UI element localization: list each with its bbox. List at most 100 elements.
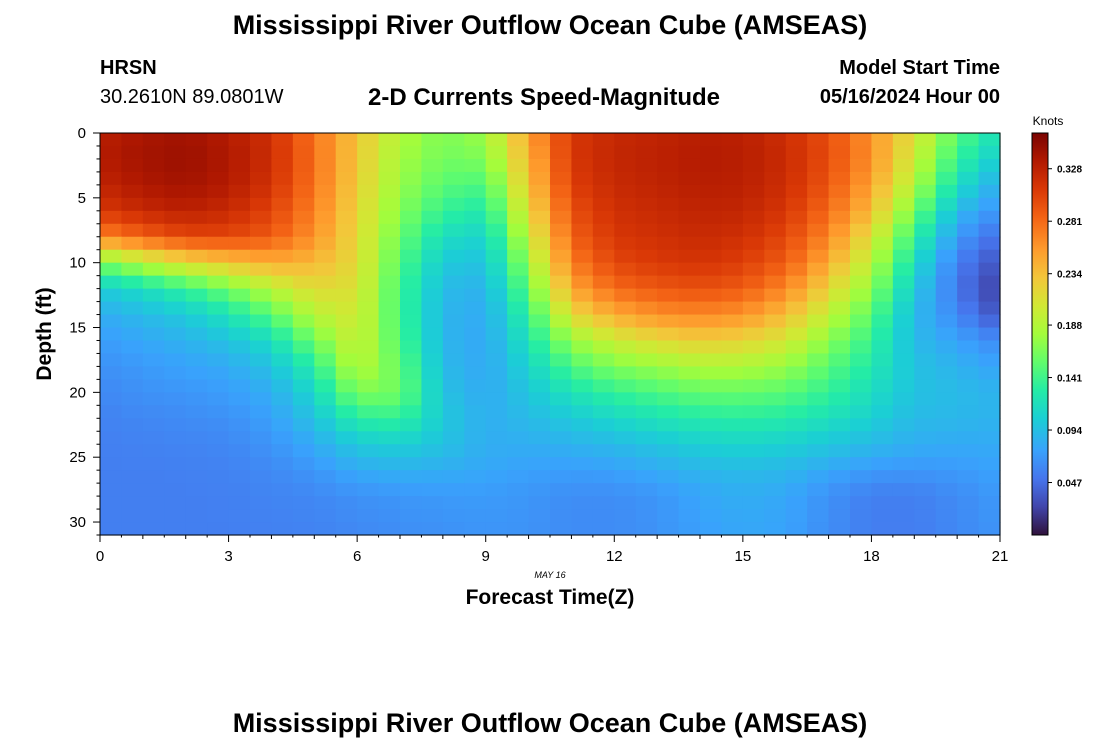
heatmap-cell bbox=[850, 496, 873, 510]
date-label: MAY 16 bbox=[534, 570, 565, 580]
heatmap-cell bbox=[335, 340, 358, 355]
heatmap-cell bbox=[357, 457, 380, 471]
heatmap-cell bbox=[571, 470, 594, 484]
heatmap-cell bbox=[292, 379, 315, 393]
heatmap-cell bbox=[635, 444, 658, 458]
heatmap-cell bbox=[635, 522, 658, 536]
heatmap-cell bbox=[121, 418, 144, 432]
heatmap-cell bbox=[228, 496, 251, 510]
heatmap-cell bbox=[185, 392, 208, 406]
heatmap-cell bbox=[892, 405, 915, 419]
heatmap-cell bbox=[185, 353, 208, 368]
heatmap-cell bbox=[357, 314, 380, 329]
heatmap-cell bbox=[271, 496, 294, 510]
heatmap-cell bbox=[314, 158, 337, 173]
heatmap-cell bbox=[400, 496, 423, 510]
heatmap-cell bbox=[142, 457, 165, 471]
heatmap-cell bbox=[914, 405, 937, 419]
heatmap-cell bbox=[807, 405, 830, 419]
heatmap-cell bbox=[764, 392, 787, 406]
heatmap-cell bbox=[442, 405, 465, 419]
heatmap-cell bbox=[700, 236, 723, 251]
heatmap-cell bbox=[785, 236, 808, 251]
heatmap-cell bbox=[378, 197, 401, 212]
heatmap-cell bbox=[528, 262, 551, 277]
heatmap-cell bbox=[121, 133, 144, 147]
heatmap-cell bbox=[807, 483, 830, 497]
heatmap-cell bbox=[314, 184, 337, 199]
heatmap-cell bbox=[957, 457, 980, 471]
heatmap-cell bbox=[935, 262, 958, 277]
heatmap-cell bbox=[764, 223, 787, 238]
heatmap-cell bbox=[785, 483, 808, 497]
heatmap-cell bbox=[678, 431, 701, 445]
heatmap-cell bbox=[850, 444, 873, 458]
heatmap-cell bbox=[871, 379, 894, 393]
heatmap-cell bbox=[207, 470, 230, 484]
heatmap-cell bbox=[378, 249, 401, 264]
heatmap-cell bbox=[485, 353, 508, 368]
heatmap-cell bbox=[142, 366, 165, 380]
x-axis: 0 3 6 9 12 15 18 21 bbox=[96, 535, 1008, 565]
heatmap-cell bbox=[421, 418, 444, 432]
heatmap-cell bbox=[528, 444, 551, 458]
heatmap-cell bbox=[785, 288, 808, 303]
heatmap-cell bbox=[142, 236, 165, 251]
heatmap-cell bbox=[828, 509, 851, 523]
heatmap-cell bbox=[678, 275, 701, 290]
heatmap-cell bbox=[550, 301, 573, 316]
heatmap-cell bbox=[421, 509, 444, 523]
heatmap-cell bbox=[721, 457, 744, 471]
heatmap-cell bbox=[314, 223, 337, 238]
heatmap-cell bbox=[357, 405, 380, 419]
heatmap-cell bbox=[378, 184, 401, 199]
heatmap-cell bbox=[678, 483, 701, 497]
heatmap-cell bbox=[207, 379, 230, 393]
heatmap-cell bbox=[314, 236, 337, 251]
heatmap-cell bbox=[421, 223, 444, 238]
heatmap-cell bbox=[507, 431, 530, 445]
heatmap-cell bbox=[185, 145, 208, 160]
heatmap-cell bbox=[871, 340, 894, 355]
heatmap-cell bbox=[485, 405, 508, 419]
heatmap-cell bbox=[914, 457, 937, 471]
heatmap-cell bbox=[271, 275, 294, 290]
heatmap-cell bbox=[164, 197, 187, 212]
heatmap-cell bbox=[678, 444, 701, 458]
heatmap-cell bbox=[271, 210, 294, 225]
heatmap-cell bbox=[678, 340, 701, 355]
heatmap-cell bbox=[657, 509, 680, 523]
heatmap-cell bbox=[957, 158, 980, 173]
heatmap-cell bbox=[978, 158, 1001, 173]
heatmap-cell bbox=[250, 133, 273, 147]
heatmap-cell bbox=[485, 171, 508, 186]
heatmap-cell bbox=[357, 301, 380, 316]
heatmap-cell bbox=[335, 133, 358, 147]
heatmap-cell bbox=[464, 262, 487, 277]
heatmap-cell bbox=[292, 496, 315, 510]
heatmap-cell bbox=[442, 444, 465, 458]
heatmap-cell bbox=[550, 340, 573, 355]
heatmap-cell bbox=[678, 301, 701, 316]
heatmap-cell bbox=[592, 392, 615, 406]
heatmap-cell bbox=[742, 470, 765, 484]
heatmap-cell bbox=[528, 158, 551, 173]
heatmap-cell bbox=[464, 197, 487, 212]
heatmap-cell bbox=[592, 327, 615, 342]
heatmap-cell bbox=[721, 431, 744, 445]
heatmap-cell bbox=[250, 314, 273, 329]
heatmap-cell bbox=[400, 405, 423, 419]
heatmap-cell bbox=[228, 457, 251, 471]
heatmap-cell bbox=[378, 210, 401, 225]
heatmap-cell bbox=[935, 431, 958, 445]
heatmap-cell bbox=[978, 288, 1001, 303]
heatmap-cell bbox=[357, 392, 380, 406]
heatmap-cell bbox=[164, 223, 187, 238]
heatmap-cell bbox=[892, 288, 915, 303]
heatmap-cell bbox=[228, 444, 251, 458]
heatmap-cell bbox=[764, 509, 787, 523]
heatmap-cell bbox=[207, 249, 230, 264]
heatmap-cell bbox=[657, 392, 680, 406]
heatmap-cell bbox=[335, 509, 358, 523]
heatmap-cell bbox=[335, 236, 358, 251]
